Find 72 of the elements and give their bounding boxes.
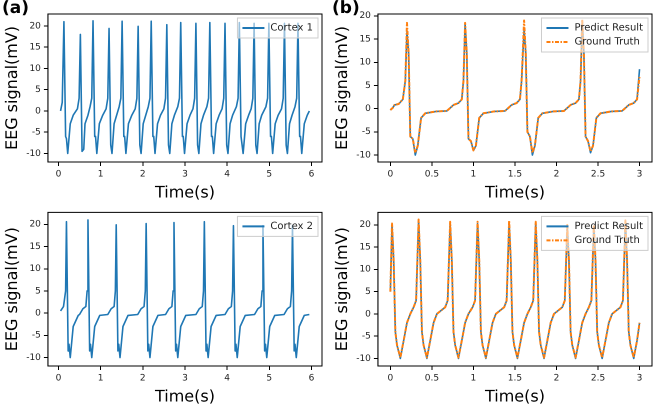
y-tick-label: 0 (365, 104, 372, 114)
x-tick-label: 0 (56, 170, 62, 180)
x-tick-label: 0 (387, 170, 394, 180)
text: (b) (332, 0, 360, 18)
y-tick-label: -5 (362, 332, 371, 342)
text: (a) (2, 0, 30, 18)
x-tick-label: 5 (266, 374, 272, 384)
x-tick-label: 2 (140, 170, 146, 180)
y-tick-label: -5 (362, 127, 371, 138)
x-tick-label: 2 (554, 170, 560, 180)
y-tick-label: 15 (29, 42, 41, 53)
y-tick-label: 20 (29, 220, 42, 230)
x-tick-label: 4 (224, 374, 230, 384)
y-tick-label: 5 (365, 80, 371, 91)
x-tick-label: 3 (636, 374, 642, 384)
x-tick-label: 2.5 (590, 374, 606, 384)
y-tick-label: 15 (29, 242, 41, 252)
y-tick-label: 10 (29, 64, 42, 74)
y-tick-label: 10 (29, 264, 42, 274)
x-tick-label: 4 (224, 170, 230, 180)
y-tick-label: 15 (359, 34, 371, 44)
y-tick-label: 5 (35, 286, 41, 296)
x-tick-label: 1.5 (508, 170, 522, 180)
y-axis-title: EEG signal(mV) (332, 227, 351, 352)
x-tick-label: 0 (56, 374, 62, 384)
x-tick-label: 0.5 (424, 170, 440, 180)
x-tick-label: 0 (387, 374, 394, 384)
x-axis-title: Time(s) (484, 182, 545, 202)
x-tick-label: 1.5 (508, 374, 522, 384)
x-tick-label: 1 (98, 374, 104, 384)
x-axis-title: Time(s) (154, 182, 215, 202)
y-tick-label: 10 (359, 58, 372, 68)
y-tick-label: 15 (359, 242, 371, 252)
y-tick-label: 0 (365, 309, 372, 320)
y-tick-label: 20 (29, 21, 42, 32)
x-tick-label: 2.5 (590, 170, 606, 180)
x-tick-label: 2 (140, 374, 146, 384)
x-tick-label: 6 (308, 170, 315, 180)
y-tick-label: 0 (35, 308, 42, 319)
y-tick-label: 10 (359, 264, 372, 275)
y-axis-title: EEG signal(mV) (332, 26, 351, 150)
x-tick-label: 3 (182, 170, 188, 180)
y-tick-label: -10 (26, 352, 42, 363)
x-tick-label: 0.5 (424, 374, 440, 384)
x-tick-label: 2 (554, 374, 560, 384)
legend-label: Ground Truth (574, 36, 640, 48)
y-tick-label: 20 (359, 11, 372, 22)
y-tick-label: -10 (356, 354, 372, 364)
x-tick-label: 1 (470, 374, 476, 384)
y-axis-title: EEG signal(mV) (2, 227, 21, 352)
legend-label: Ground Truth (574, 234, 640, 246)
y-tick-label: -5 (32, 330, 41, 341)
x-tick-label: 3 (182, 374, 188, 384)
x-tick-label: 5 (266, 170, 272, 180)
y-tick-label: -5 (32, 128, 41, 138)
x-tick-label: 1 (98, 170, 104, 180)
y-tick-label: -10 (356, 150, 372, 160)
legend-label: Predict Result (574, 220, 644, 232)
y-tick-label: 20 (359, 220, 372, 230)
y-tick-label: -10 (26, 148, 42, 159)
x-axis-title: Time(s) (484, 386, 545, 406)
x-tick-label: 1 (470, 170, 476, 180)
x-tick-label: 6 (308, 374, 315, 384)
legend-label: Predict Result (574, 22, 644, 34)
x-tick-label: 3 (636, 170, 642, 180)
x-axis-title: Time(s) (154, 386, 215, 406)
y-tick-label: 0 (35, 106, 42, 116)
legend-label: Cortex 2 (270, 220, 314, 232)
legend-label: Cortex 1 (270, 22, 314, 34)
y-tick-label: 5 (35, 85, 41, 96)
y-axis-title: EEG signal(mV) (2, 26, 21, 150)
y-tick-label: 5 (365, 286, 371, 297)
